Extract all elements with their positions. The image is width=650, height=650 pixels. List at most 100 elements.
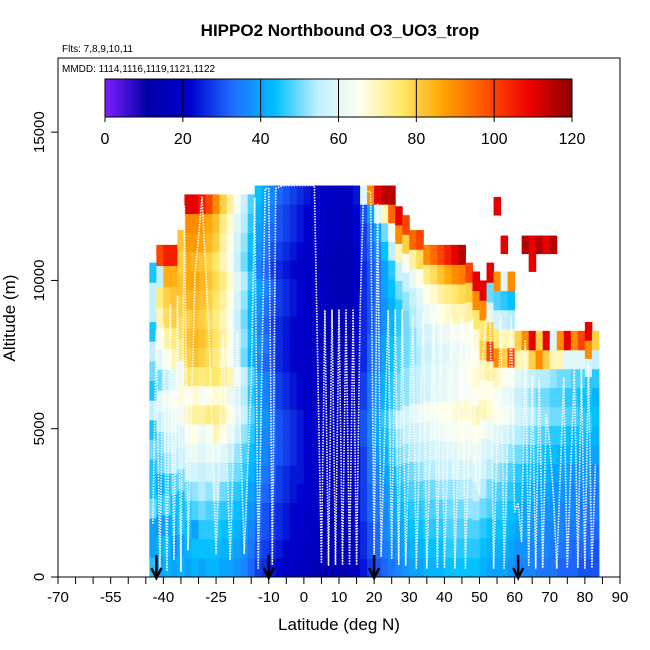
heatmap-cell <box>346 446 354 466</box>
heatmap-cell <box>423 381 431 402</box>
heatmap-cell <box>353 390 361 410</box>
heatmap-cell <box>331 241 340 261</box>
heatmap-cell <box>472 538 480 559</box>
heatmap-cell <box>303 465 312 485</box>
heatmap-cell <box>324 204 333 224</box>
heatmap-cell <box>226 557 235 577</box>
heatmap-cell <box>507 405 516 425</box>
heatmap-cell <box>205 232 214 253</box>
heatmap-cell <box>353 558 361 577</box>
heatmap-cell <box>353 241 361 261</box>
heatmap-cell <box>388 241 396 261</box>
heatmap-cell <box>514 406 523 427</box>
heatmap-cell <box>198 290 207 310</box>
heatmap-cell <box>324 241 333 261</box>
heatmap-cell <box>240 251 249 272</box>
heatmap-cell <box>381 483 389 503</box>
heatmap-cell <box>353 539 361 559</box>
heatmap-cell <box>240 385 249 406</box>
heatmap-cell <box>521 501 530 521</box>
heatmap-cell <box>472 481 480 502</box>
heatmap-cell <box>367 353 375 373</box>
heatmap-cell <box>184 462 192 482</box>
heatmap-cell <box>360 539 368 559</box>
heatmap-cell <box>388 446 396 466</box>
heatmap-cell <box>331 316 340 336</box>
heatmap-cell <box>507 443 516 463</box>
heatmap-cell <box>226 232 235 253</box>
heatmap-cell <box>451 401 459 422</box>
heatmap-cell <box>339 353 347 373</box>
heatmap-cell <box>577 501 586 521</box>
heatmap-cell <box>577 425 586 445</box>
heatmap-cell <box>156 265 164 287</box>
heatmap-cell <box>395 447 403 467</box>
heatmap-cell <box>339 316 347 336</box>
heatmap-cell <box>409 384 417 405</box>
heatmap-cell <box>451 381 459 402</box>
heatmap-cell <box>261 241 270 261</box>
heatmap-cell <box>331 409 340 429</box>
heatmap-cell <box>296 297 305 317</box>
heatmap-cell <box>184 443 192 463</box>
heatmap-cell <box>577 406 586 427</box>
heatmap-cell <box>254 241 263 261</box>
heatmap-cell <box>556 387 565 408</box>
heatmap-cell <box>458 518 466 539</box>
heatmap-cell <box>289 353 298 373</box>
heatmap-cell <box>563 368 572 389</box>
heatmap-cell <box>437 322 445 344</box>
heatmap-cell <box>233 404 242 425</box>
heatmap-cell <box>353 334 361 354</box>
heatmap-cell <box>310 446 319 466</box>
heatmap-cell <box>324 222 333 242</box>
heatmap-cell <box>472 500 480 521</box>
heatmap-cell <box>514 539 523 559</box>
heatmap-cell <box>240 328 249 348</box>
chart-title: HIPPO2 Northbound O3_UO3_trop <box>201 21 480 40</box>
heatmap-cell <box>353 446 361 466</box>
heatmap-cell <box>240 232 249 253</box>
heatmap-cell <box>219 309 228 329</box>
heatmap-cell <box>353 222 361 242</box>
heatmap-cell <box>542 406 551 427</box>
heatmap-cell <box>374 204 382 224</box>
heatmap-cell <box>226 251 235 272</box>
heatmap-cell <box>416 345 424 366</box>
heatmap-cell <box>212 404 221 425</box>
heatmap-cell <box>170 244 178 267</box>
heatmap-cell <box>184 270 192 291</box>
heatmap-cell <box>282 446 291 466</box>
heatmap-cell <box>430 440 438 461</box>
heatmap-cell <box>535 539 544 559</box>
heatmap-cell <box>324 371 333 392</box>
heatmap-cell <box>226 500 235 521</box>
heatmap-cell <box>472 366 480 387</box>
heatmap-cell <box>493 481 502 502</box>
heatmap-cell <box>296 241 305 261</box>
heatmap-cell <box>472 347 480 368</box>
heatmap-cell <box>177 230 185 253</box>
heatmap-cell <box>430 283 438 304</box>
heatmap-cell <box>324 427 333 448</box>
heatmap-cell <box>479 418 488 440</box>
heatmap-cell <box>282 521 291 541</box>
heatmap-cell <box>247 328 256 348</box>
heatmap-cell <box>212 213 221 234</box>
heatmap-cell <box>282 316 291 336</box>
heatmap-cell <box>254 334 263 354</box>
heatmap-cell <box>570 558 579 577</box>
heatmap-cell <box>268 316 277 336</box>
heatmap-cell <box>324 483 333 503</box>
heatmap-cell <box>507 538 516 559</box>
heatmap-cell <box>296 222 305 242</box>
heatmap-cell <box>247 290 256 310</box>
heatmap-cell <box>584 485 593 505</box>
heatmap-cell <box>205 270 214 291</box>
heatmap-cell <box>493 309 502 330</box>
heatmap-cell <box>444 264 452 285</box>
heatmap-cell <box>591 425 600 445</box>
heatmap-cell <box>212 500 221 521</box>
heatmap-cell <box>416 499 424 520</box>
x-tick-label: -55 <box>100 589 122 606</box>
